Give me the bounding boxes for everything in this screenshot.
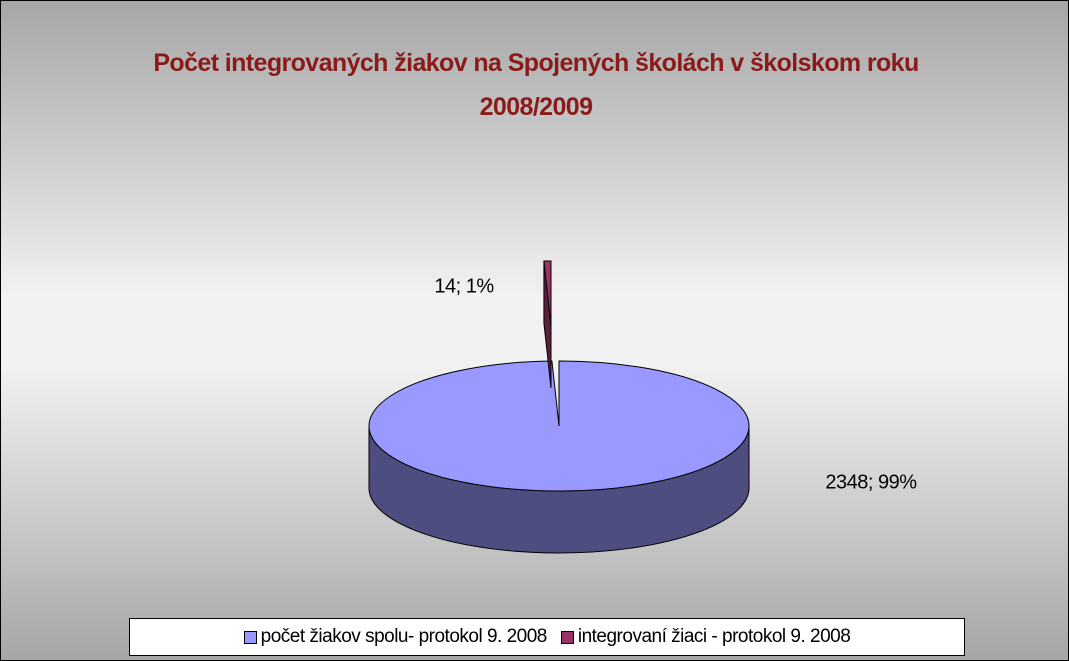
pie-slice: [543, 260, 552, 327]
legend-label: počet žiakov spolu- protokol 9. 2008: [260, 626, 548, 647]
pie-slice: [368, 360, 750, 492]
legend-swatch: [560, 630, 574, 644]
legend: počet žiakov spolu- protokol 9. 2008 inte…: [129, 618, 965, 656]
chart-title: Počet integrovaných žiakov na Spojených …: [153, 49, 919, 121]
legend-label: integrovaní žiaci - protokol 9. 2008: [577, 626, 851, 647]
legend-item: počet žiakov spolu- protokol 9. 2008: [243, 626, 548, 648]
data-label: 2348; 99%: [825, 471, 917, 493]
data-label: 14; 1%: [434, 275, 494, 297]
legend-swatch: [243, 630, 257, 644]
legend-item: integrovaní žiaci - protokol 9. 2008: [560, 626, 851, 648]
